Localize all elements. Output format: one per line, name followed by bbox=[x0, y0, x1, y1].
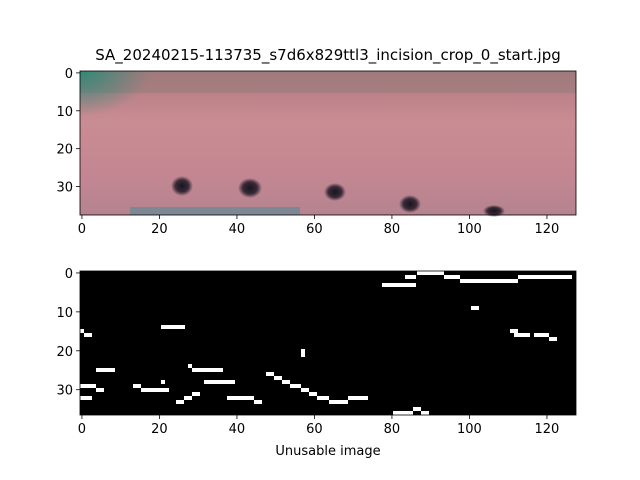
y-tick-label: 30 bbox=[56, 181, 73, 196]
y-tick-label: 10 bbox=[56, 105, 73, 120]
y-tick-label: 20 bbox=[56, 143, 73, 158]
x-tick-label: 60 bbox=[306, 222, 323, 237]
y-tick-label: 10 bbox=[56, 306, 73, 321]
x-tick-label: 120 bbox=[535, 222, 560, 237]
x-tick-label: 20 bbox=[151, 422, 168, 437]
y-tick-label: 20 bbox=[56, 345, 73, 360]
x-tick-label: 40 bbox=[229, 422, 246, 437]
y-tick-label: 0 bbox=[65, 67, 73, 82]
y-tick-label: 0 bbox=[65, 267, 73, 282]
x-axis-label: Unusable image bbox=[275, 444, 380, 459]
x-tick-label: 80 bbox=[384, 422, 401, 437]
x-tick-label: 0 bbox=[78, 222, 86, 237]
x-tick-label: 120 bbox=[535, 422, 560, 437]
x-tick-label: 40 bbox=[229, 222, 246, 237]
x-tick-label: 60 bbox=[306, 422, 323, 437]
mask bbox=[80, 271, 576, 415]
photo bbox=[80, 71, 576, 217]
axes-frame bbox=[79, 70, 577, 216]
x-tick-label: 100 bbox=[457, 422, 482, 437]
y-tick-label: 30 bbox=[56, 384, 73, 399]
x-tick-label: 100 bbox=[457, 222, 482, 237]
axes-frame bbox=[79, 270, 577, 416]
axes-title: SA_20240215-113735_s7d6x829ttl3_incision… bbox=[95, 46, 560, 65]
x-tick-label: 20 bbox=[151, 222, 168, 237]
x-tick-label: 80 bbox=[384, 222, 401, 237]
x-tick-label: 0 bbox=[78, 422, 86, 437]
